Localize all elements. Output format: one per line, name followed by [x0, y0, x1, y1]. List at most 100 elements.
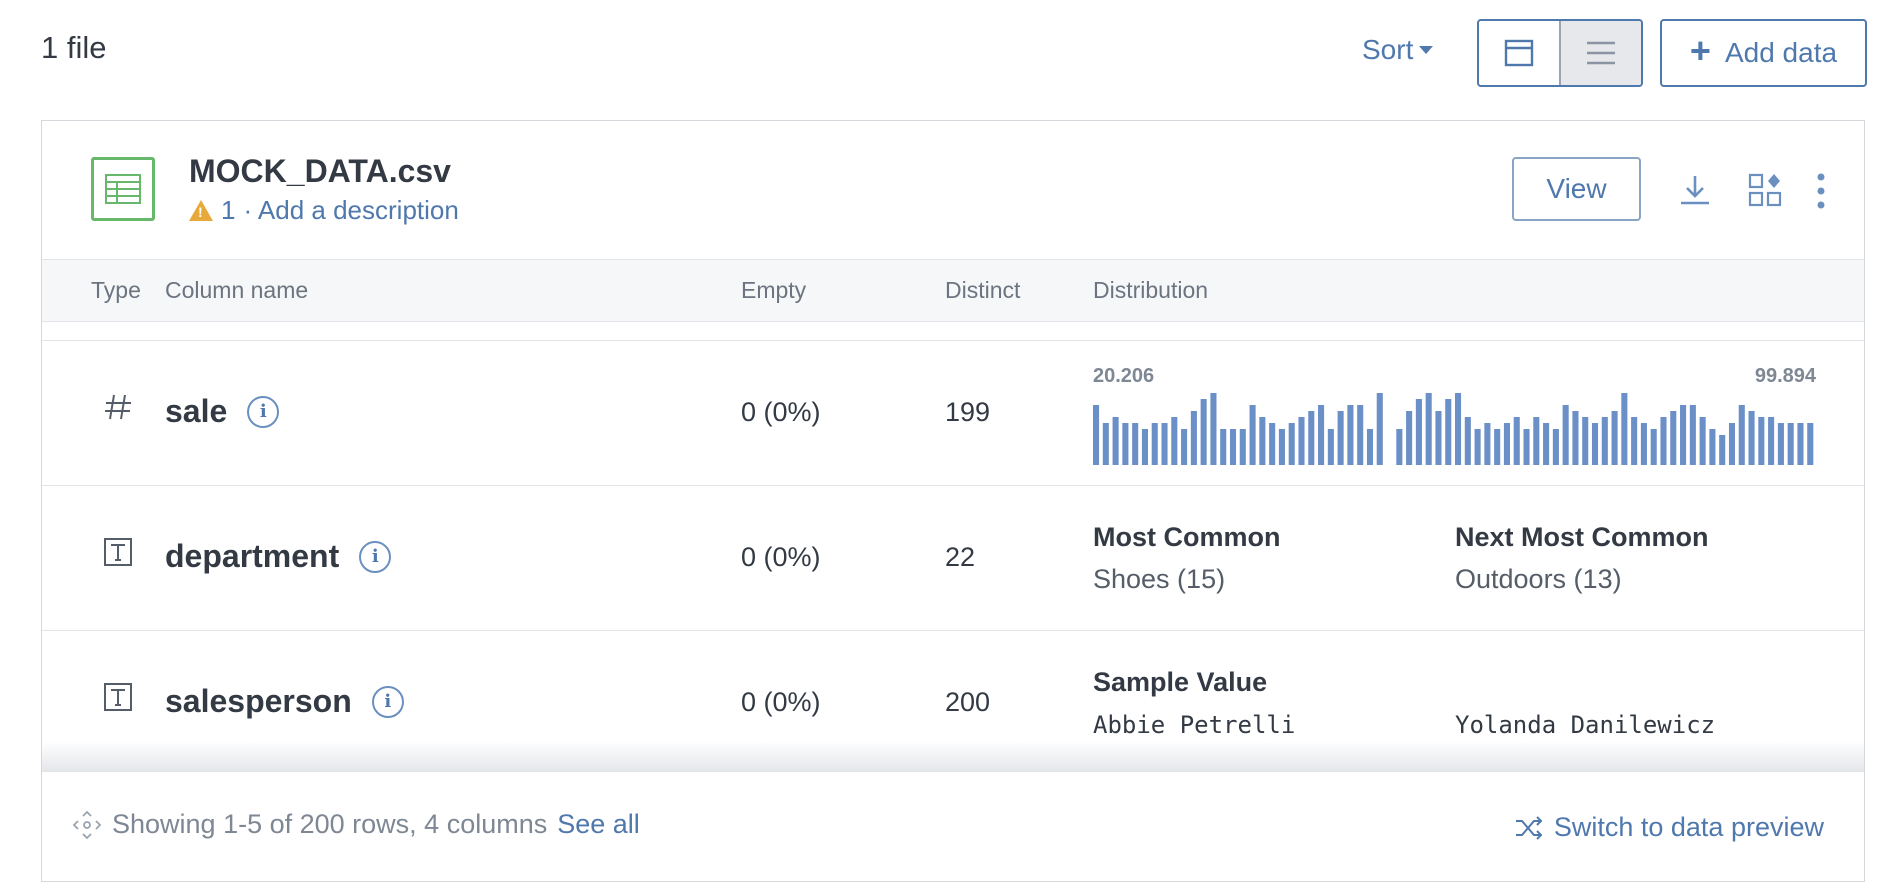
histogram-bar[interactable]: [1768, 417, 1775, 465]
histogram-bar[interactable]: [1220, 429, 1227, 465]
histogram-bar[interactable]: [1777, 423, 1784, 465]
histogram-bar[interactable]: [1357, 405, 1364, 465]
most-common-value: Shoes (15): [1093, 564, 1226, 594]
histogram-bar[interactable]: [1161, 423, 1168, 465]
warning-count[interactable]: 1: [221, 195, 236, 225]
histogram-bar[interactable]: [1689, 405, 1696, 465]
histogram-bar[interactable]: [1229, 429, 1237, 465]
histogram-bar[interactable]: [1122, 423, 1129, 465]
histogram-bar[interactable]: [1259, 417, 1266, 465]
histogram-bar[interactable]: [1445, 399, 1452, 465]
histogram-bar[interactable]: [1484, 423, 1491, 465]
histogram-bar[interactable]: [1435, 411, 1442, 465]
info-icon[interactable]: i: [371, 685, 404, 718]
histogram-bar[interactable]: [1093, 405, 1100, 465]
histogram-bar[interactable]: [1239, 429, 1246, 465]
table-row[interactable]: salesperson i 0 (0%) 200 Sample Value Ab…: [42, 630, 1864, 775]
table-row[interactable]: sale i 0 (0%) 199 20.206 99.894: [42, 340, 1864, 485]
histogram-bar[interactable]: [1425, 393, 1432, 465]
histogram-bar[interactable]: [1132, 423, 1139, 465]
histogram-bar[interactable]: [1141, 429, 1148, 465]
text-type-icon: [104, 683, 132, 711]
card-view-button[interactable]: [1479, 21, 1559, 85]
histogram-bar[interactable]: [1112, 417, 1119, 465]
histogram-bar[interactable]: [1249, 405, 1256, 465]
view-button[interactable]: View: [1512, 157, 1641, 221]
histogram-bar[interactable]: [1151, 423, 1158, 465]
histogram-bar[interactable]: [1337, 411, 1344, 465]
histogram-bar[interactable]: [1699, 417, 1706, 465]
histogram-bar[interactable]: [1807, 423, 1814, 465]
histogram-bar[interactable]: [1738, 405, 1745, 465]
histogram-bar[interactable]: [1709, 429, 1716, 465]
histogram-bar[interactable]: [1474, 429, 1481, 465]
histogram-bar[interactable]: [1758, 417, 1765, 465]
histogram-bar[interactable]: [1680, 405, 1687, 465]
histogram-bar[interactable]: [1572, 411, 1579, 465]
histogram-bar[interactable]: [1181, 429, 1188, 465]
histogram-bar[interactable]: [1455, 393, 1462, 465]
info-icon[interactable]: i: [359, 540, 392, 573]
histogram-bar[interactable]: [1318, 405, 1325, 465]
histogram-bar[interactable]: [1728, 423, 1736, 465]
histogram-bar[interactable]: [1210, 393, 1217, 465]
add-data-label: Add data: [1724, 37, 1838, 68]
histogram-bar[interactable]: [1288, 423, 1295, 465]
file-name[interactable]: MOCK_DATA.csv: [189, 153, 451, 189]
histogram-bar[interactable]: [1415, 399, 1422, 465]
histogram-bar[interactable]: [1298, 417, 1305, 465]
histogram-bar[interactable]: [1719, 435, 1726, 465]
table-row[interactable]: department i 0 (0%) 22 Most Common Shoes…: [42, 485, 1864, 630]
histogram-bar[interactable]: [1396, 429, 1403, 465]
histogram-bar[interactable]: [1787, 423, 1794, 465]
histogram-bar[interactable]: [1102, 423, 1109, 465]
histogram-bar[interactable]: [1347, 405, 1354, 465]
histogram-bar[interactable]: [1543, 423, 1550, 465]
histogram-bar[interactable]: [1200, 399, 1207, 465]
empty-value: 0 (0%): [741, 687, 821, 717]
add-data-button[interactable]: + Add data: [1660, 19, 1867, 87]
histogram-bar[interactable]: [1582, 417, 1589, 465]
histogram-bar[interactable]: [1269, 423, 1276, 465]
more-options-icon[interactable]: [1816, 173, 1826, 214]
histogram-bar[interactable]: [1562, 405, 1569, 465]
histogram-bar[interactable]: [1278, 429, 1285, 465]
histogram-bar[interactable]: [1591, 423, 1599, 465]
sort-dropdown[interactable]: Sort: [1362, 34, 1434, 66]
histogram-bar[interactable]: [1464, 417, 1471, 465]
histogram-bar[interactable]: [1748, 411, 1755, 465]
histogram-bar[interactable]: [1171, 417, 1178, 465]
column-name: department i: [165, 538, 392, 575]
histogram-bar[interactable]: [1513, 417, 1520, 465]
histogram-bar[interactable]: [1660, 417, 1667, 465]
histogram-bar[interactable]: [1650, 429, 1657, 465]
histogram-bar[interactable]: [1190, 411, 1197, 465]
histogram-bar[interactable]: [1533, 417, 1540, 465]
histogram-bar[interactable]: [1494, 429, 1501, 465]
histogram-bar[interactable]: [1503, 423, 1510, 465]
add-description-link[interactable]: · Add a description: [243, 195, 459, 225]
histogram-bar[interactable]: [1670, 411, 1677, 465]
histogram-bar[interactable]: [1601, 417, 1608, 465]
add-to-project-icon[interactable]: [1748, 173, 1782, 212]
histogram-bar[interactable]: [1621, 393, 1628, 465]
download-icon[interactable]: [1678, 173, 1712, 212]
see-all-link[interactable]: See all: [557, 809, 640, 839]
histogram-bar[interactable]: [1308, 411, 1315, 465]
list-view-icon: [1587, 41, 1615, 65]
list-view-button[interactable]: [1559, 21, 1641, 85]
histogram-bar[interactable]: [1327, 429, 1334, 465]
histogram-bar[interactable]: [1523, 429, 1530, 465]
info-icon[interactable]: i: [247, 395, 280, 428]
file-count: 1 file: [41, 30, 107, 65]
histogram-bar[interactable]: [1376, 393, 1383, 465]
histogram-bar[interactable]: [1797, 423, 1804, 465]
switch-to-data-preview-link[interactable]: Switch to data preview: [1514, 812, 1824, 843]
text-type-icon: [104, 538, 132, 566]
histogram-bar[interactable]: [1631, 417, 1638, 465]
histogram-bar[interactable]: [1552, 429, 1559, 465]
histogram-bar[interactable]: [1366, 429, 1374, 465]
histogram-bar[interactable]: [1611, 411, 1618, 465]
histogram-bar[interactable]: [1406, 411, 1413, 465]
histogram-bar[interactable]: [1640, 423, 1647, 465]
